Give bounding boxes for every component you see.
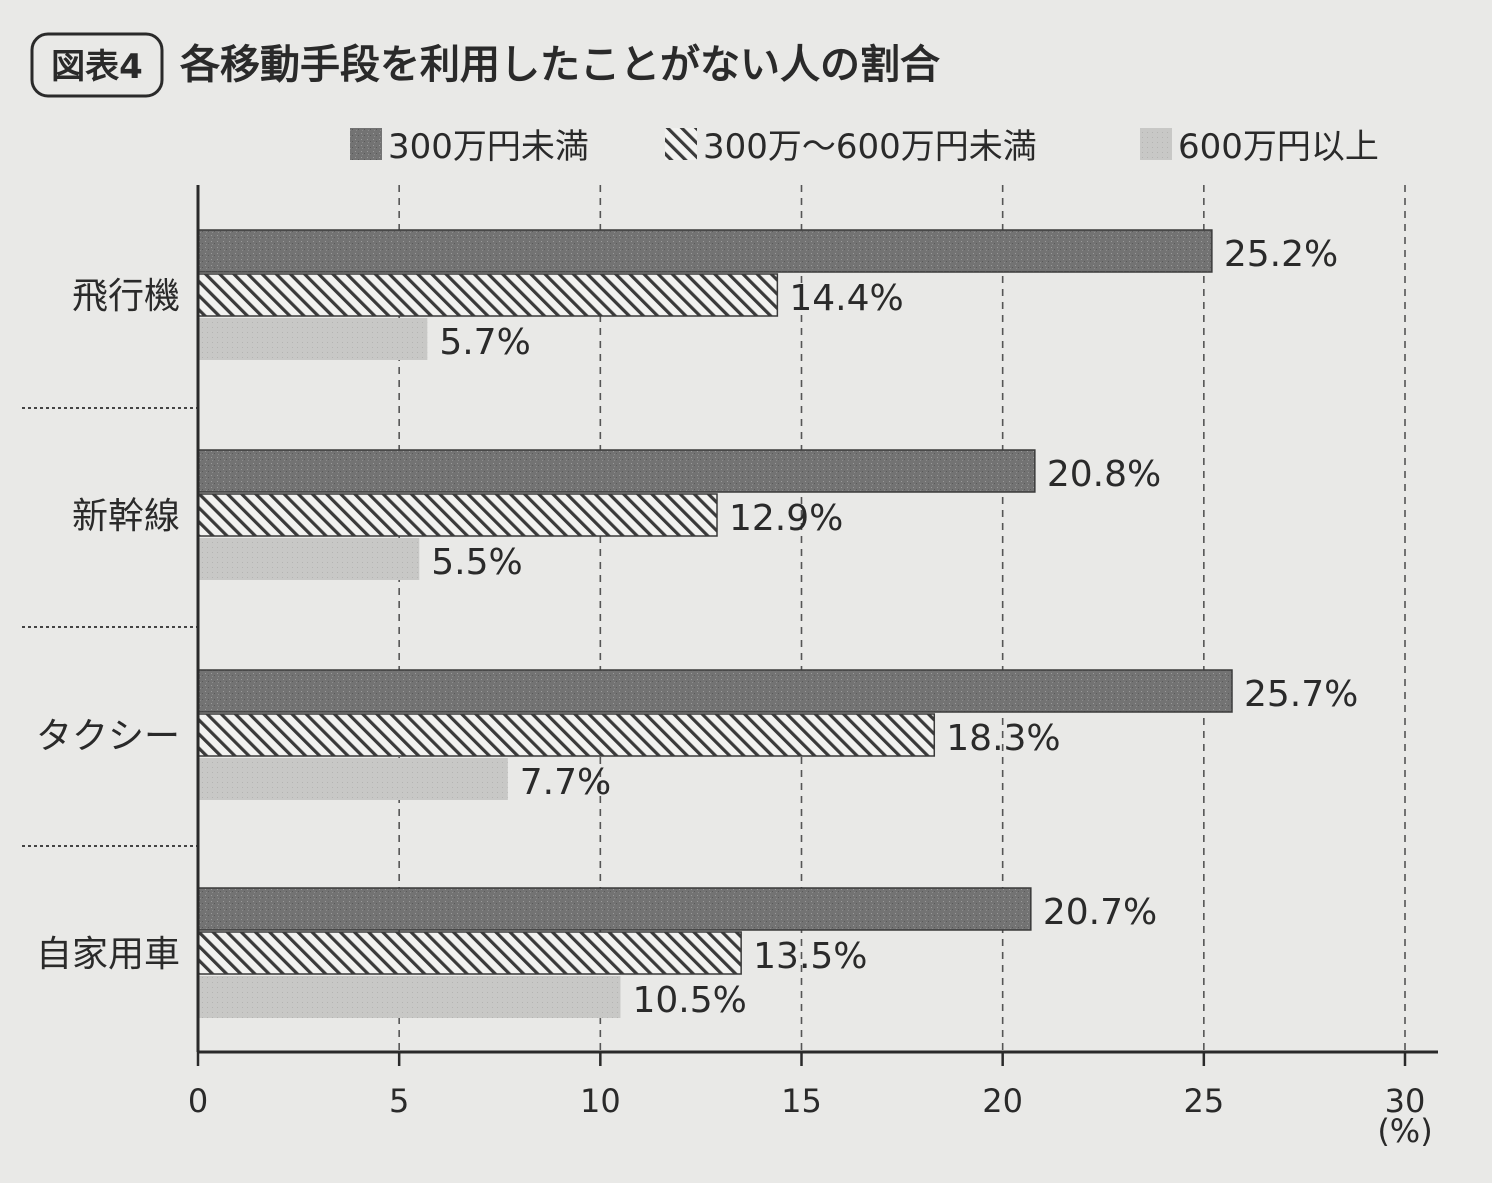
legend-swatch-series-3 [1140,128,1172,160]
data-label: 25.7% [1244,674,1358,715]
data-label: 18.3% [946,718,1060,759]
legend-swatch-series-2 [665,128,697,160]
data-label: 20.8% [1047,454,1161,495]
bar [197,931,742,975]
legend-swatch-series-1 [350,128,382,160]
x-tick-label: 5 [389,1082,409,1120]
bar [198,538,420,580]
data-label: 13.5% [753,936,867,977]
category-label: 飛行機 [72,276,180,317]
category-separators [22,407,198,847]
category-label: 新幹線 [72,496,180,537]
data-label: 12.9% [729,498,843,539]
x-tick-label: 20 [982,1082,1023,1120]
bar [198,976,621,1018]
data-label: 25.2% [1224,234,1338,275]
bar [197,493,718,537]
bar [197,713,936,757]
data-labels: 飛行機 25.2% 14.4% 5.7% 新幹線 20.8% 12.9% 5.5% タクシー 25… [36,234,1358,1021]
bar [198,318,428,360]
data-label: 5.7% [439,322,530,363]
data-label: 10.5% [632,980,746,1021]
figure-label-box [30,32,164,98]
bar [197,449,1036,493]
legend-label-series-3: 600万円以上 [1178,127,1379,167]
x-tick-label: 30 [1385,1082,1426,1120]
category-label: 自家用車 [36,934,180,975]
x-tick-label: 10 [580,1082,621,1120]
data-label: 7.7% [520,762,611,803]
x-tick-label: 25 [1183,1082,1224,1120]
bar [197,669,1233,713]
bar [197,229,1213,273]
bars [197,229,1233,1018]
data-label: 5.5% [431,542,522,583]
bar [197,273,779,317]
bar [198,758,508,800]
data-label: 20.7% [1043,892,1157,933]
legend-label-series-1: 300万円未満 [388,127,589,167]
axes: 0 5 10 15 20 25 30 [188,185,1438,1120]
grid-lines [398,185,1406,1052]
x-unit-label: (%) [1377,1112,1432,1150]
chart-title: 各移動手段を利用したことがない人の割合 [180,42,940,88]
x-tick-label: 15 [781,1082,822,1120]
x-tick-label: 0 [188,1082,208,1120]
legend-label-series-2: 300万〜600万円未満 [703,127,1037,167]
data-label: 14.4% [789,278,903,319]
bar [197,887,1032,931]
figure-label: 図表4 [51,47,143,87]
category-label: タクシー [36,716,180,757]
legend: 300万円未満 300万〜600万円未満 600万円以上 [350,127,1379,167]
